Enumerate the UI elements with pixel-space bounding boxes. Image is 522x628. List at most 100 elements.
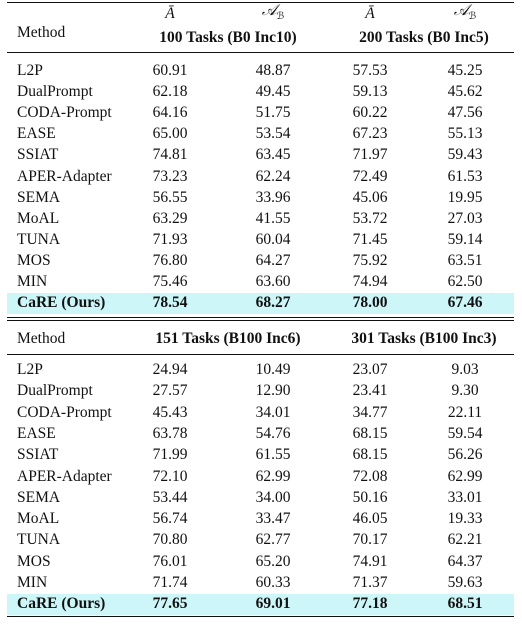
cell-value: 45.62 bbox=[447, 83, 483, 101]
cell-value: 62.77 bbox=[255, 531, 291, 549]
rule bbox=[7, 319, 514, 321]
cell-value: 19.95 bbox=[447, 188, 483, 206]
method-name: CaRE (Ours) bbox=[17, 294, 106, 312]
cell-value: 51.75 bbox=[255, 104, 291, 122]
method-name: MOS bbox=[17, 251, 51, 269]
method-name: CODA-Prompt bbox=[17, 403, 112, 421]
cell-value: 56.55 bbox=[152, 188, 188, 206]
cell-value: 77.65 bbox=[152, 595, 188, 613]
method-name: SEMA bbox=[17, 488, 61, 506]
cell-value: 76.01 bbox=[152, 552, 188, 570]
cell-value: 53.72 bbox=[352, 209, 388, 227]
cell-value: 34.00 bbox=[255, 488, 291, 506]
method-name: SSIAT bbox=[17, 446, 59, 464]
cell-value: 61.53 bbox=[447, 167, 483, 185]
cell-value: 57.53 bbox=[352, 62, 388, 79]
cell-value: 47.56 bbox=[447, 104, 483, 122]
method-name: MoAL bbox=[17, 510, 60, 528]
metric-label: 𝒜ℬ bbox=[454, 1, 477, 27]
cell-value: 59.63 bbox=[447, 574, 483, 591]
metric-symbol: 𝒜 bbox=[453, 1, 469, 19]
metric-label: Ā bbox=[365, 4, 374, 24]
rule bbox=[7, 2, 514, 4]
cell-value: 75.92 bbox=[352, 251, 388, 269]
cell-value: 71.99 bbox=[152, 446, 188, 464]
cell-value: 65.20 bbox=[255, 552, 291, 570]
rule bbox=[7, 354, 514, 355]
cell-value: 60.22 bbox=[352, 104, 388, 122]
cell-value: 63.51 bbox=[447, 251, 483, 269]
cell-value: 49.45 bbox=[255, 83, 291, 101]
method-name: TUNA bbox=[17, 531, 61, 549]
cell-value: 33.01 bbox=[447, 488, 483, 506]
cell-value: 63.60 bbox=[255, 273, 291, 290]
cell-value: 41.55 bbox=[255, 209, 291, 227]
method-name: CODA-Prompt bbox=[17, 104, 112, 122]
cell-value: 64.37 bbox=[447, 552, 483, 570]
cell-value: 59.43 bbox=[447, 146, 483, 164]
rule bbox=[7, 316, 514, 318]
cell-value: 69.01 bbox=[255, 595, 291, 613]
cell-value: 76.80 bbox=[152, 251, 188, 269]
cell-value: 64.16 bbox=[152, 104, 188, 122]
cell-value: 54.76 bbox=[255, 424, 291, 442]
method-name: SSIAT bbox=[17, 146, 59, 164]
metric-symbol: Ā bbox=[165, 5, 175, 22]
cell-value: 68.15 bbox=[352, 446, 388, 464]
method-name: CaRE (Ours) bbox=[17, 595, 106, 613]
method-name: DualPrompt bbox=[17, 83, 93, 101]
group-title: 200 Tasks (B0 Inc5) bbox=[359, 29, 489, 46]
method-name: DualPrompt bbox=[17, 382, 93, 400]
cell-value: 56.74 bbox=[152, 510, 188, 528]
cell-value: 56.26 bbox=[447, 446, 483, 464]
cell-value: 62.21 bbox=[447, 531, 483, 549]
cell-value: 71.97 bbox=[352, 146, 388, 164]
cell-value: 71.45 bbox=[352, 230, 388, 248]
rule bbox=[7, 52, 514, 53]
metric-symbol: 𝒜 bbox=[261, 1, 277, 19]
cell-value: 33.47 bbox=[255, 510, 291, 528]
cell-value: 45.25 bbox=[447, 62, 483, 79]
cell-value: 67.23 bbox=[352, 125, 388, 143]
cell-value: 59.14 bbox=[447, 230, 483, 248]
method-name: MIN bbox=[17, 574, 48, 591]
cell-value: 48.87 bbox=[255, 62, 291, 79]
cell-value: 53.54 bbox=[255, 125, 291, 143]
method-name: APER-Adapter bbox=[17, 467, 112, 485]
cell-value: 62.99 bbox=[255, 467, 291, 485]
cell-value: 65.00 bbox=[152, 125, 188, 143]
cell-value: 63.29 bbox=[152, 209, 188, 227]
method-name: EASE bbox=[17, 125, 56, 143]
header-method: Method bbox=[17, 330, 66, 347]
cell-value: 74.81 bbox=[152, 146, 188, 164]
cell-value: 62.18 bbox=[152, 83, 188, 101]
method-name: TUNA bbox=[17, 230, 61, 248]
cell-value: 9.03 bbox=[451, 361, 479, 378]
cell-value: 45.43 bbox=[152, 403, 188, 421]
cell-value: 63.78 bbox=[152, 424, 188, 442]
cell-value: 60.91 bbox=[152, 62, 188, 79]
highlight-row bbox=[7, 593, 514, 615]
cell-value: 62.99 bbox=[447, 467, 483, 485]
method-name: APER-Adapter bbox=[17, 167, 112, 185]
cell-value: 9.30 bbox=[451, 382, 479, 400]
cell-value: 61.55 bbox=[255, 446, 291, 464]
metric-subscript: ℬ bbox=[276, 11, 285, 23]
cell-value: 45.06 bbox=[352, 188, 388, 206]
cell-value: 71.93 bbox=[152, 230, 188, 248]
cell-value: 24.94 bbox=[152, 361, 188, 378]
method-name: L2P bbox=[17, 62, 43, 79]
method-name: MIN bbox=[17, 273, 48, 290]
cell-value: 72.08 bbox=[352, 467, 388, 485]
cell-value: 67.46 bbox=[447, 294, 483, 312]
cell-value: 68.51 bbox=[447, 595, 483, 613]
cell-value: 50.16 bbox=[352, 488, 388, 506]
method-name: L2P bbox=[17, 361, 43, 378]
cell-value: 23.07 bbox=[352, 361, 388, 378]
method-name: SEMA bbox=[17, 188, 61, 206]
cell-value: 70.80 bbox=[152, 531, 188, 549]
cell-value: 72.49 bbox=[352, 167, 388, 185]
cell-value: 72.10 bbox=[152, 467, 188, 485]
cell-value: 77.18 bbox=[352, 595, 388, 613]
